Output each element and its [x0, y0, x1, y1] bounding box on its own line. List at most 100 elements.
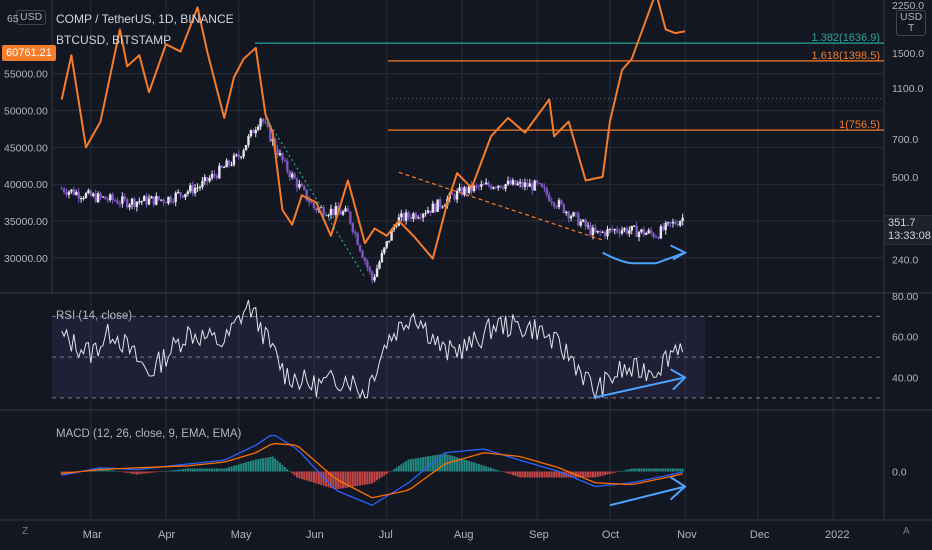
btc-series: [60, 0, 686, 260]
btc-price-line: [60, 0, 686, 260]
candle-body: [567, 211, 570, 219]
candle-body: [492, 187, 495, 189]
candle-body: [264, 121, 267, 123]
macd-histogram-bar: [582, 471, 585, 478]
macd-histogram-bar: [143, 471, 146, 474]
macd-legend[interactable]: MACD (12, 26, close, 9, EMA, EMA): [56, 428, 242, 440]
timezone-icon[interactable]: Z: [22, 526, 29, 537]
macd-histogram-bar: [279, 462, 282, 472]
candle-body: [65, 192, 68, 195]
candle-body: [562, 203, 566, 214]
rsi-axis-tick: 80.00: [892, 291, 918, 303]
rsi-legend[interactable]: RSI (14, close): [56, 310, 133, 322]
macd-histogram-bar: [150, 471, 153, 473]
candle-body: [288, 171, 291, 178]
macd-histogram-bar: [591, 471, 594, 478]
macd-histogram-bar: [414, 458, 417, 472]
macd-histogram-bar: [407, 459, 410, 472]
macd-histogram-bar: [363, 471, 366, 485]
candle-body: [378, 262, 381, 269]
macd-histogram-bar: [310, 471, 313, 482]
macd-histogram-bar: [623, 470, 626, 472]
macd-histogram-bar: [436, 454, 439, 472]
macd-histogram-bar: [218, 468, 221, 472]
left-unit-badge[interactable]: USD: [16, 10, 47, 25]
candle-body: [664, 222, 667, 231]
macd-histogram-bar: [346, 471, 349, 488]
macd-histogram-bar: [628, 469, 631, 472]
macd-histogram-bar: [587, 471, 590, 478]
candle-body: [640, 229, 643, 233]
macd-histogram-bar: [616, 471, 619, 473]
macd-histogram-bar: [642, 468, 645, 472]
candle-body: [191, 185, 194, 194]
candle-body: [453, 194, 456, 200]
candle-body: [441, 206, 444, 208]
candle-body: [184, 193, 187, 198]
candle-body: [293, 173, 296, 179]
macd-histogram-bar: [283, 467, 286, 472]
candle-body: [218, 165, 221, 179]
macd-histogram-bar: [490, 467, 493, 472]
macd-histogram-bar: [671, 468, 674, 472]
right-unit-badge[interactable]: USD T: [896, 10, 927, 36]
candle-body: [363, 257, 367, 262]
candle-body: [261, 118, 265, 122]
candle-body: [157, 196, 160, 200]
time-axis-label: Jun: [306, 529, 324, 541]
candle-body: [315, 208, 318, 211]
macd-histogram-bar: [548, 471, 551, 478]
macd-histogram-bar: [109, 470, 112, 472]
candle-body: [565, 211, 568, 214]
candle-body: [598, 230, 602, 233]
macd-histogram-bar: [194, 468, 197, 472]
candle-body: [385, 241, 388, 248]
macd-histogram-bar: [380, 471, 383, 478]
overlay-symbol-label[interactable]: BTCUSD, BITSTAMP: [56, 33, 172, 47]
macd-histogram-bar: [254, 459, 257, 472]
candle-body: [269, 126, 272, 142]
candle-body: [414, 213, 418, 219]
macd-histogram-bar: [633, 468, 636, 472]
left-axis-tick: 35000.00: [4, 216, 48, 228]
macd-histogram-bar: [101, 468, 104, 472]
candle-body: [89, 190, 93, 196]
candle-body: [552, 202, 556, 207]
candle-body: [516, 183, 519, 186]
macd-histogram-bar: [351, 471, 354, 487]
macd-histogram-bar: [439, 454, 442, 472]
candle-body: [283, 160, 287, 162]
candle-body: [589, 225, 592, 235]
candle-body: [373, 276, 376, 281]
macd-histogram-bar: [509, 471, 512, 475]
macd-histogram-bar: [402, 462, 405, 472]
macd-histogram-bar: [555, 471, 558, 478]
candle-body: [75, 191, 78, 195]
macd-histogram-bar: [383, 471, 386, 476]
macd-histogram-bar: [201, 468, 204, 472]
candle-body: [429, 210, 432, 213]
macd-histogram-bar: [271, 456, 274, 472]
candle-body: [497, 185, 500, 188]
macd-histogram-bar: [315, 471, 318, 484]
candle-body: [94, 193, 97, 203]
candle-body: [679, 221, 682, 226]
candle-body: [579, 221, 582, 226]
candle-body: [494, 187, 498, 189]
candle-body: [232, 155, 236, 165]
candle-body: [618, 231, 621, 234]
macd-histogram-bar: [664, 468, 667, 472]
macd-histogram-bar: [368, 471, 371, 484]
candle-body: [341, 211, 345, 215]
candle-body: [196, 187, 199, 189]
macd-histogram-bar: [475, 463, 478, 472]
chart-title: COMP / TetherUS, 1D, BINANCE: [56, 12, 234, 26]
candle-body: [106, 199, 109, 201]
macd-histogram-bar: [599, 471, 602, 477]
candle-body: [475, 185, 478, 187]
grid: [0, 0, 932, 521]
macd-histogram-bar: [157, 471, 160, 472]
auto-scale-icon[interactable]: A: [903, 526, 910, 537]
candle-body: [133, 198, 136, 207]
candle-body: [67, 191, 71, 195]
